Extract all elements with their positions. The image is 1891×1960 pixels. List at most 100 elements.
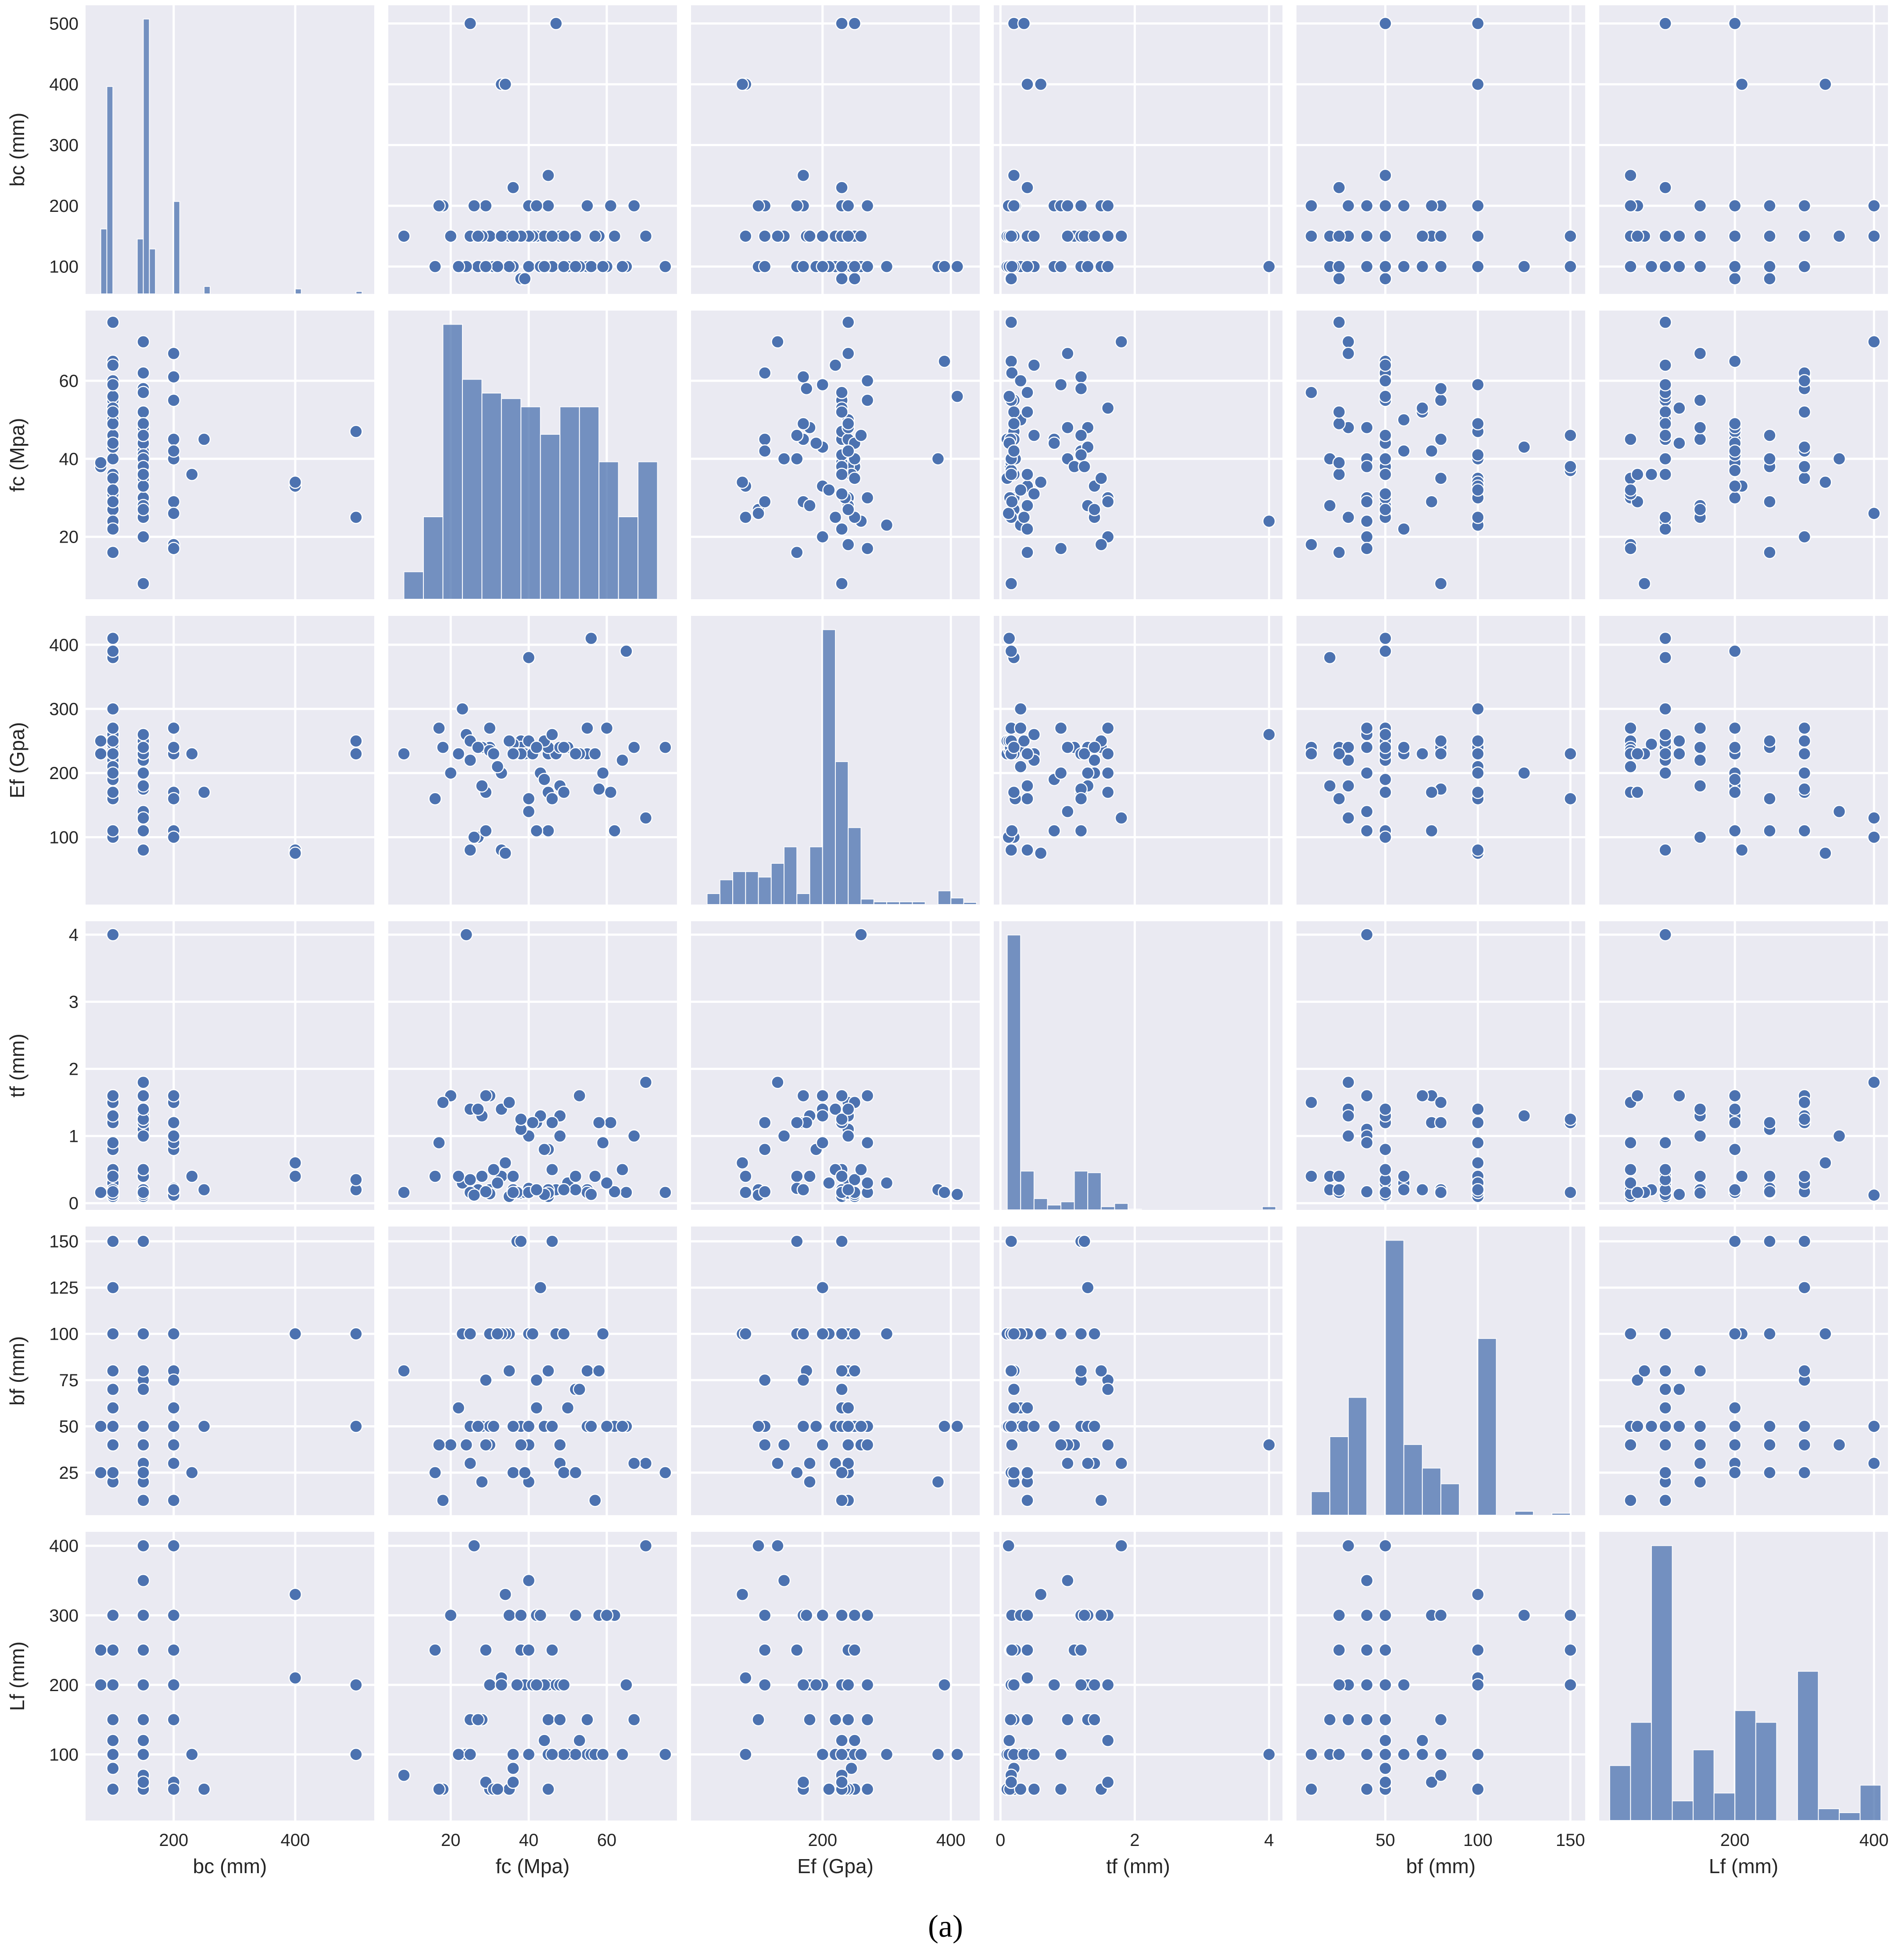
scatter-point [1415,747,1429,761]
scatter-point [1360,740,1374,755]
scatter-point [1004,1234,1018,1248]
scatter-point [600,1176,614,1190]
cell-background [1296,5,1585,294]
scatter-point [1379,1678,1392,1692]
scatter-point [841,347,855,361]
scatter-point [167,370,181,384]
scatter-point [491,260,505,273]
scatter-point [1624,1176,1637,1190]
scatter-point [1471,1678,1485,1692]
scatter-point [841,417,855,431]
scatter-point [860,1089,874,1103]
scatter-point [1658,1382,1672,1396]
scatter-point [600,1609,614,1622]
cell-background [1599,921,1888,1210]
scatter-point [1074,1364,1088,1378]
scatter-point [771,1456,784,1470]
scatter-point [835,1112,849,1126]
scatter-point [1630,1185,1644,1199]
scatter-point [1047,436,1061,450]
scatter-point [106,472,120,485]
scatter-point [735,1588,749,1601]
scatter-point [167,740,181,755]
scatter-point [1021,1643,1034,1657]
scatter-point [835,386,849,399]
scatter-point [1763,546,1776,559]
scatter-point [1471,1102,1485,1116]
scatter-point [816,1438,830,1452]
scatter-point [950,260,964,273]
scatter-point [106,315,120,329]
scatter-point [522,651,536,665]
scatter-point [167,393,181,407]
scatter-point [835,17,849,30]
scatter-point [498,1156,512,1170]
scatter-point [1094,1609,1108,1622]
scatter-point [835,1609,849,1622]
scatter-point [1471,747,1485,761]
scatter-point [931,1748,945,1761]
scatter-point [796,1183,810,1197]
scatter-point [553,1713,567,1727]
scatter-point [106,631,120,645]
scatter-point [1658,651,1672,665]
scatter-point [1061,1456,1074,1470]
scatter-point [1564,429,1577,442]
scatter-point [588,747,602,761]
scatter-point [835,1775,849,1789]
scatter-point [1081,766,1095,780]
scatter-point [1798,530,1811,544]
scatter-point [1054,260,1068,273]
scatter-point [1004,1775,1018,1789]
scatter-point [880,260,894,273]
cell-bf-vs-bf [1296,1227,1585,1516]
scatter-point [1763,452,1776,466]
scatter-point [397,229,411,243]
scatter-point [1007,785,1021,799]
scatter-point [1763,824,1776,838]
cell-tf-vs-Lf [1599,921,1888,1210]
x-axis-label-fc: fc (Mpa) [496,1855,570,1878]
scatter-point [796,1373,810,1387]
scatter-point [1054,542,1068,555]
scatter-point [432,1438,446,1452]
scatter-point [835,1364,849,1378]
scatter-point [1415,229,1429,243]
cell-bf-vs-Lf [1599,1227,1888,1515]
scatter-point [1434,229,1448,243]
scatter-point [1798,460,1811,473]
scatter-point [835,405,849,419]
cell-Ef-vs-Ef [691,616,980,905]
scatter-point [1644,1420,1658,1433]
cell-bc-vs-Ef [691,5,980,294]
scatter-point [752,199,765,213]
scatter-point [1360,514,1374,528]
scatter-point [1832,1438,1846,1452]
scatter-point [1027,487,1041,501]
scatter-point [1379,1761,1392,1775]
scatter-point [1332,1643,1346,1657]
scatter-point [463,17,477,30]
hist-bar-bf [1477,1338,1497,1516]
scatter-point [1673,229,1686,243]
scatter-point [1262,514,1276,528]
scatter-point [197,1782,211,1796]
scatter-point [1624,1136,1637,1150]
scatter-point [1728,1327,1742,1341]
scatter-point [1798,472,1811,485]
scatter-point [1004,644,1018,658]
scatter-point [803,1713,817,1727]
scatter-point [1101,199,1115,213]
cell-Lf-vs-bc: 100 200 300 400 200 400 [49,1532,374,1850]
scatter-point [1074,199,1088,213]
scatter-point [397,1364,411,1378]
scatter-point [1002,631,1016,645]
scatter-point [1021,522,1034,536]
x-tick-label: 4 [1264,1831,1274,1850]
scatter-point [537,260,551,273]
scatter-point [1021,1671,1034,1685]
scatter-point [1002,1539,1015,1552]
scatter-point [553,1129,567,1143]
scatter-point [94,747,107,761]
scatter-point [106,1109,120,1123]
